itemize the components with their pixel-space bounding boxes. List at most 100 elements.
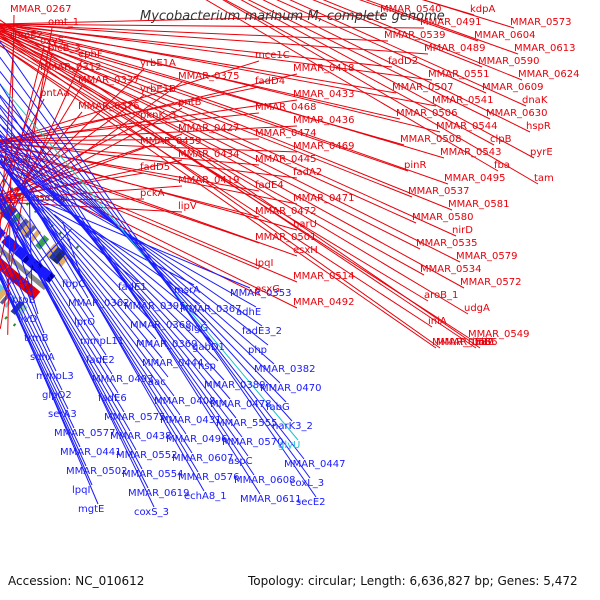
reverse-gene-label: mmpL11	[80, 336, 124, 347]
reverse-gene-label: MMAR_0447	[284, 459, 346, 470]
forward-gene-label: MMAR_0613	[514, 43, 576, 54]
forward-label-line	[0, 60, 260, 143]
forward-gene-label: lpqI	[255, 258, 273, 269]
forward-gene-label: clpB	[490, 134, 512, 145]
reverse-gene-label: trmB	[24, 333, 49, 344]
reverse-gene-arrow	[14, 246, 27, 260]
reverse-label-line	[0, 115, 243, 438]
forward-label-line	[0, 86, 260, 141]
forward-gene-label: MMAR_0491	[420, 17, 482, 28]
forward-gene-label: MMAR_0541	[432, 95, 494, 106]
annotation-block	[41, 240, 55, 255]
reverse-gene-label: echA8_1	[184, 491, 227, 502]
forward-label-line	[0, 30, 461, 263]
forward-gene-label: nirD	[452, 225, 473, 236]
forward-gene-label: yrbE1A	[140, 58, 176, 69]
forward-gene-label: MMAR_0434	[178, 149, 240, 160]
forward-gene-label: MMAR_0337	[78, 75, 140, 86]
annotation-block	[0, 283, 5, 293]
forward-gene-label: kdpA	[470, 4, 495, 15]
reverse-label-line	[0, 106, 249, 457]
reverse-label-line	[20, 183, 89, 299]
reverse-label-line	[0, 145, 263, 327]
forward-label-line	[0, 145, 260, 192]
reverse-label-line	[0, 123, 275, 365]
kbp-tick-label: 350 kbp	[35, 194, 68, 203]
reverse-gene-label: MMAR_0441	[60, 447, 122, 458]
forward-label-line	[224, 0, 495, 146]
reverse-gene-label: MMAR_0389	[204, 380, 266, 391]
forward-gene-label: MMAR_0543	[440, 147, 502, 158]
reverse-label-line	[0, 142, 199, 473]
reverse-gene-label: fadE2	[86, 355, 115, 366]
forward-label-line	[0, 160, 298, 309]
forward-gene-label: rpmE2	[10, 30, 43, 41]
reverse-label-line	[0, 255, 57, 372]
reverse-label-line	[0, 205, 125, 413]
forward-label-line	[289, 0, 527, 107]
forward-label-line	[322, 0, 523, 81]
forward-gene-label: MMAR_0471	[293, 193, 355, 204]
forward-gene-label: fadD5	[140, 162, 170, 173]
forward-label-line	[0, 198, 145, 201]
forward-gene-label: MMAR_0537	[408, 186, 470, 197]
reverse-label-line	[0, 171, 95, 318]
reverse-label-line	[0, 188, 155, 508]
forward-label-line	[0, 150, 298, 257]
reverse-gene-label: mgtE	[78, 504, 104, 515]
forward-gene-label: iniC	[476, 337, 495, 348]
forward-gene-arrow	[22, 282, 33, 293]
forward-gene-label: MMAR_0630	[486, 108, 548, 119]
reverse-gene-label: MMAR_0577	[54, 428, 116, 439]
reverse-gene-label: MMAR_0438	[110, 431, 172, 442]
forward-gene-label: MMAR_0418	[293, 63, 355, 74]
forward-gene-label: fba	[494, 160, 510, 171]
reverse-gene-label: lprO	[74, 317, 95, 328]
forward-label-line	[205, 0, 499, 172]
reverse-label-line	[0, 104, 287, 403]
forward-gene-label: MMAR_0609	[482, 82, 544, 93]
annotation-block	[49, 247, 67, 265]
reverse-gene-label: MMAR_0353	[230, 288, 292, 299]
reverse-label-line	[0, 123, 237, 419]
forward-label-line	[0, 29, 457, 237]
reverse-label-line	[0, 133, 205, 492]
forward-gene-label: MMAR_0539	[384, 30, 446, 41]
forward-gene-label: MMAR_0419	[178, 175, 240, 186]
annotation-block	[3, 295, 16, 308]
reverse-label-line	[25, 228, 72, 277]
forward-gene-label: MMAR_0501	[255, 232, 317, 243]
forward-label-line	[0, 29, 477, 349]
forward-gene-label: MMAR_0468	[255, 102, 317, 113]
forward-gene-label: omt_1	[48, 17, 79, 28]
reverse-gene-label: MMAR_0576	[178, 472, 240, 483]
forward-label-line	[0, 23, 425, 29]
forward-gene-label: tam	[534, 173, 554, 184]
forward-gene-label: dnaK	[522, 95, 548, 106]
reverse-label-line	[0, 83, 261, 495]
reverse-gene-label: narK3_2	[272, 421, 313, 432]
reverse-gene-label: secE2	[296, 497, 326, 508]
forward-label-line	[0, 27, 401, 120]
reverse-label-line	[0, 198, 113, 375]
reverse-label-line	[0, 270, 69, 410]
forward-gene-label: MMAR_0312	[40, 62, 102, 73]
reverse-gene-label: MMAR_0395	[124, 301, 186, 312]
forward-gene-label: pknK_3	[140, 110, 176, 121]
forward-label-line	[0, 40, 425, 276]
forward-label-line	[0, 35, 473, 341]
reverse-gene-label: MMAR_0496	[166, 434, 228, 445]
reverse-label-line	[0, 263, 63, 391]
reverse-gene-label: MMAR_0382	[254, 364, 316, 375]
forward-gene-label: narU	[293, 219, 317, 230]
reverse-gene-label: fabG	[266, 402, 290, 413]
reverse-gene-label: MMAR_0369	[136, 339, 198, 350]
forward-label-line	[0, 27, 453, 211]
forward-gene-label: MMAR_0581	[448, 199, 510, 210]
reverse-label-line	[0, 130, 231, 400]
reverse-gene-label: MMAR_0570	[222, 437, 284, 448]
forward-gene-label: MMAR_0544	[436, 121, 498, 132]
reverse-gene-label: MMAR_0611	[240, 494, 302, 505]
